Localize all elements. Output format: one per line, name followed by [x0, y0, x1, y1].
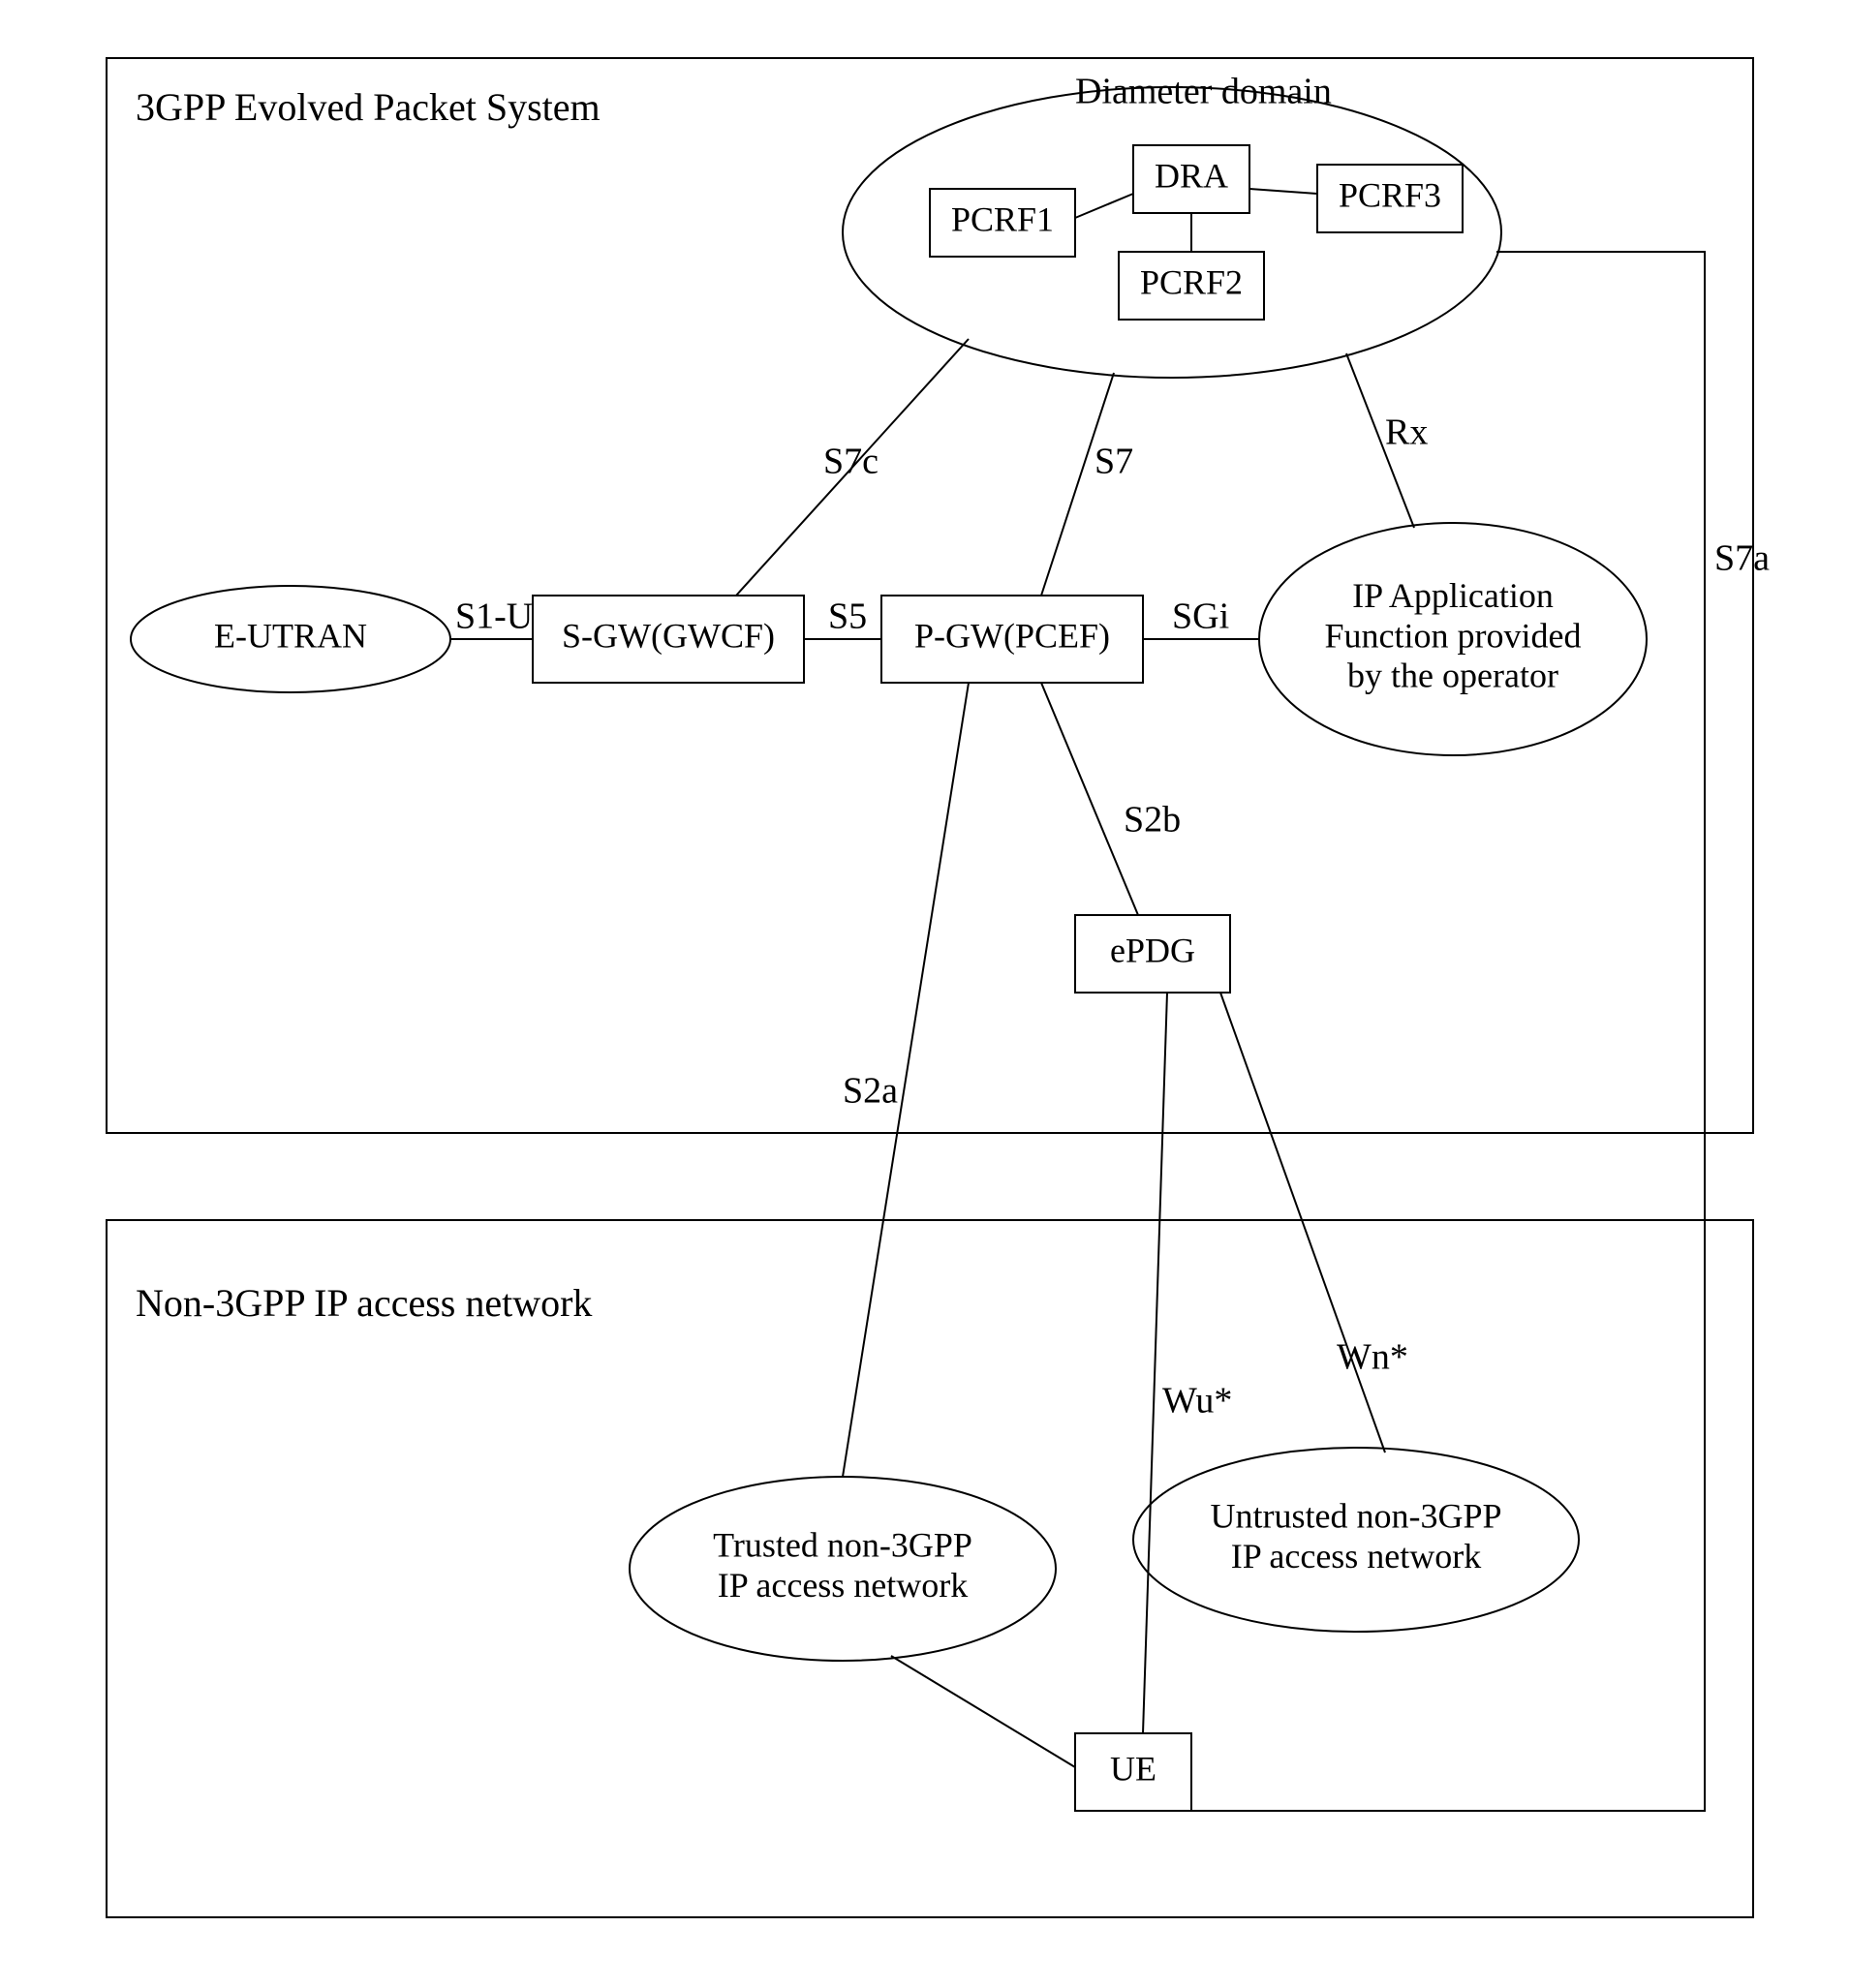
node-label-pgw: P-GW(PCEF)	[914, 616, 1110, 655]
edge-epdg-ue	[1143, 993, 1167, 1733]
edge-label-S7c: S7c	[823, 442, 879, 482]
panel-title-top: 3GPP Evolved Packet System	[136, 85, 601, 129]
edge-trusted-ue	[891, 1656, 1075, 1767]
edge-label-Wn*: Wn*	[1337, 1337, 1408, 1378]
edge-label-S2b: S2b	[1124, 800, 1181, 841]
node-label-untrusted-l0: Untrusted non-3GPP	[1210, 1497, 1501, 1536]
node-label-pcrf2: PCRF2	[1140, 262, 1243, 301]
edge-diameter-ue	[1191, 252, 1705, 1811]
edge-label-Rx: Rx	[1385, 413, 1428, 453]
node-label-eutran: E-UTRAN	[214, 616, 367, 655]
edge-label-SGi: SGi	[1172, 596, 1229, 637]
edge-label-S7a: S7a	[1714, 538, 1770, 579]
edge-label-S5: S5	[828, 596, 867, 637]
edge-label-Wu*: Wu*	[1162, 1381, 1232, 1422]
node-label-untrusted-l1: IP access network	[1231, 1537, 1482, 1575]
node-label-epdg: ePDG	[1110, 931, 1195, 969]
edge-label-S2a: S2a	[843, 1071, 898, 1112]
node-label-ipaf-l1: Function provided	[1325, 616, 1582, 655]
edge-label-S1-U: S1-U	[455, 596, 533, 637]
edge-epdg-untrusted	[1220, 993, 1385, 1453]
node-label-ipaf-l2: by the operator	[1347, 657, 1558, 695]
node-label-trusted-l0: Trusted non-3GPP	[713, 1526, 972, 1565]
node-label-sgw: S-GW(GWCF)	[562, 616, 775, 655]
node-label-pcrf1: PCRF1	[951, 199, 1054, 238]
panel-title-bottom: Non-3GPP IP access network	[136, 1281, 592, 1325]
diameter-domain-title: Diameter domain	[1075, 72, 1332, 112]
node-label-pcrf3: PCRF3	[1339, 175, 1441, 214]
node-label-ipaf-l0: IP Application	[1352, 576, 1554, 615]
node-label-ue: UE	[1110, 1749, 1156, 1788]
node-label-dra: DRA	[1155, 156, 1228, 195]
nodes-group: DRA PCRF1 PCRF2 PCRF3 E-UTRAN S-GW(GWCF) P-GW(…	[131, 145, 1647, 1811]
edge-diameter-pgw	[1041, 373, 1114, 596]
edge-dra-pcrf3	[1249, 189, 1317, 194]
node-label-trusted-l1: IP access network	[718, 1566, 969, 1605]
edges-group: S7c S7 Rx S7a S1-U S5 SGi S2b S2a Wn* Wu*	[450, 189, 1770, 1811]
edge-dra-pcrf1	[1075, 194, 1133, 218]
edge-label-S7: S7	[1095, 442, 1133, 482]
